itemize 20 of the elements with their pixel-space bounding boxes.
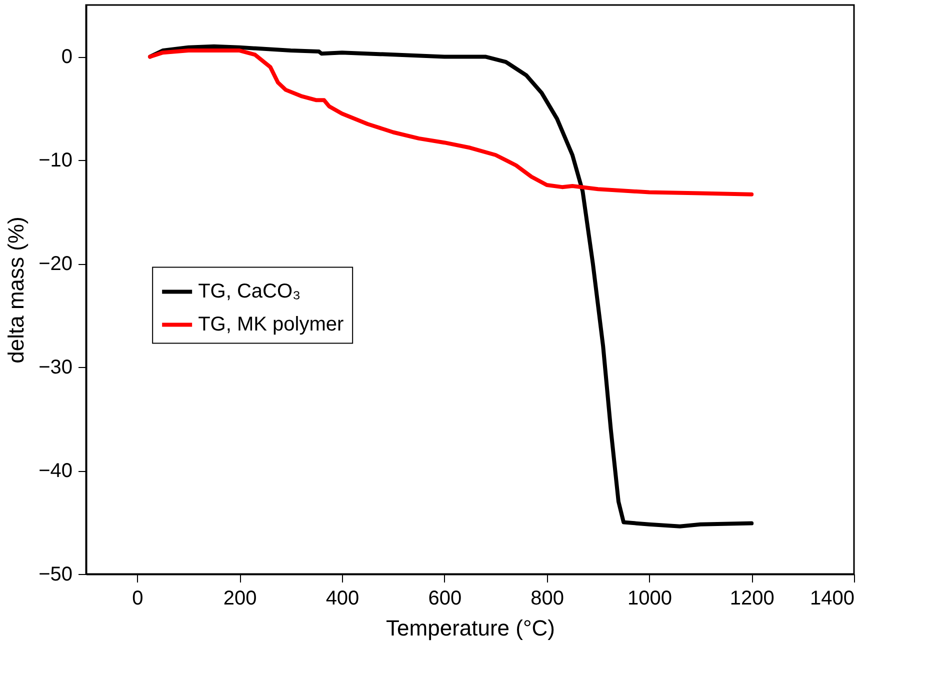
- x-tick-label: 200: [223, 588, 257, 610]
- x-tick-label: 1400: [810, 588, 854, 610]
- line-series: [148, 44, 754, 528]
- legend-label: TG, MK polymer: [198, 314, 344, 336]
- x-axis-title: Temperature (°C): [386, 616, 555, 640]
- x-tick-label: 400: [326, 588, 360, 610]
- y-tick-label: −40: [38, 460, 72, 482]
- x-tick-label: 800: [530, 588, 564, 610]
- y-tick-label: −10: [38, 150, 72, 172]
- x-tick-label: 1000: [627, 588, 672, 610]
- x-tick-label: 600: [428, 588, 462, 610]
- legend-label: TG, CaCO₃: [198, 280, 301, 303]
- y-tick-label: −30: [38, 356, 72, 379]
- x-tick-label: 0: [132, 588, 144, 610]
- y-tick-label: 0: [61, 46, 72, 68]
- y-tick-label: −50: [38, 564, 72, 586]
- x-tick-label: 1200: [730, 588, 774, 610]
- line-series: [148, 48, 754, 196]
- y-axis-title: delta mass (%): [4, 216, 29, 364]
- y-tick-label: −20: [38, 253, 72, 276]
